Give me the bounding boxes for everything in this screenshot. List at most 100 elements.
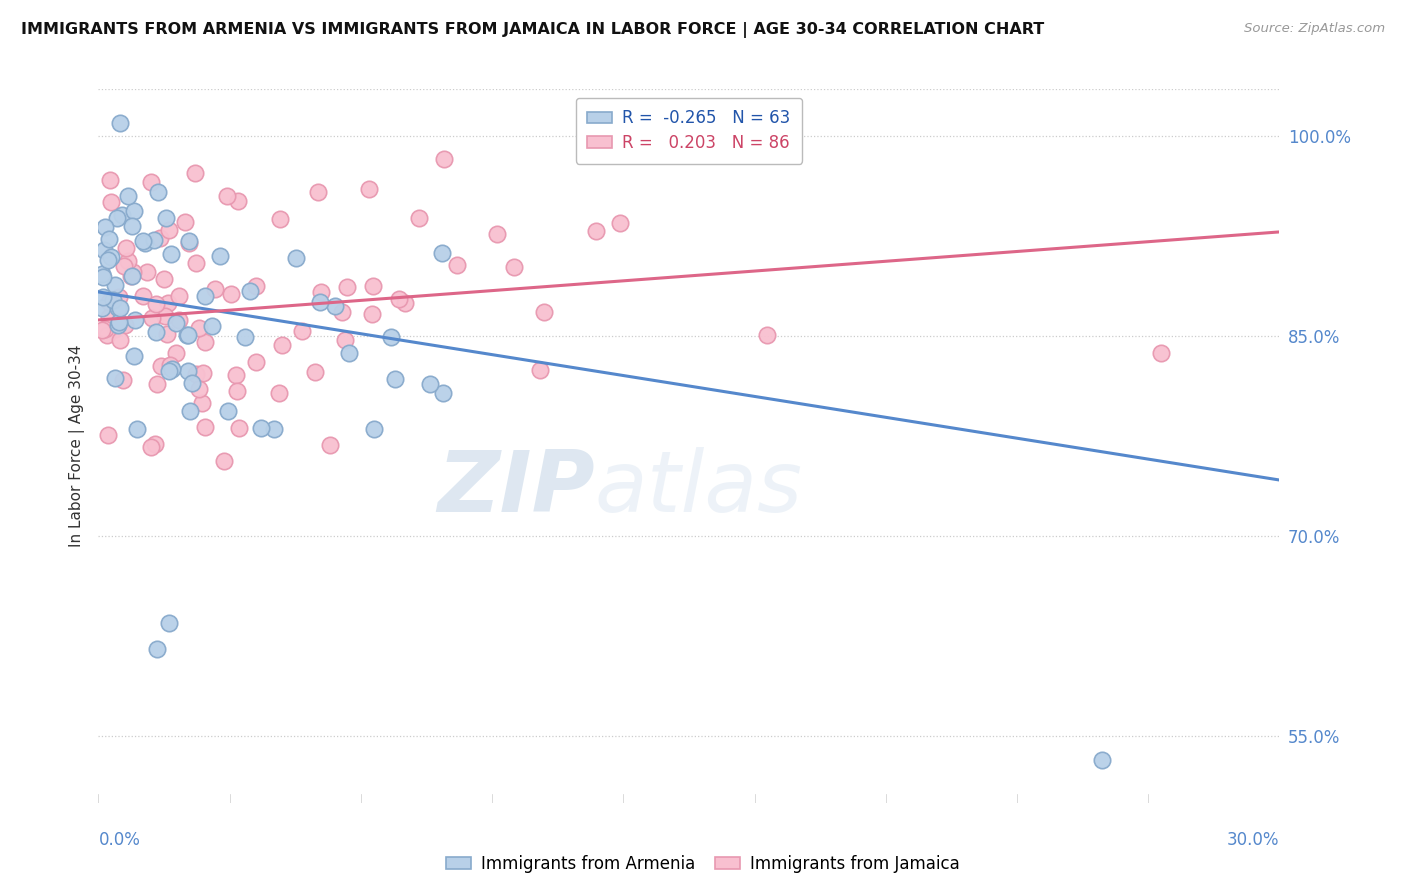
- Point: [127, 422, 149, 436]
- Point: [110, 115, 132, 129]
- Point: [309, 285, 332, 300]
- Point: [267, 386, 290, 401]
- Point: [91, 290, 114, 304]
- Point: [184, 367, 207, 381]
- Point: [108, 301, 131, 315]
- Point: [104, 370, 127, 384]
- Point: [263, 422, 285, 436]
- Point: [105, 211, 128, 226]
- Point: [97, 310, 120, 324]
- Point: [155, 327, 177, 342]
- Point: [388, 293, 411, 307]
- Point: [134, 235, 156, 250]
- Point: [432, 385, 454, 400]
- Point: [153, 272, 176, 286]
- Point: [212, 454, 235, 468]
- Point: [145, 326, 167, 340]
- Point: [155, 211, 177, 225]
- Point: [323, 300, 346, 314]
- Point: [359, 182, 381, 196]
- Point: [269, 211, 291, 226]
- Point: [146, 377, 169, 392]
- Point: [121, 265, 143, 279]
- Point: [307, 185, 329, 199]
- Point: [270, 338, 292, 352]
- Point: [245, 278, 267, 293]
- Point: [165, 345, 187, 359]
- Point: [100, 195, 122, 210]
- Point: [159, 358, 181, 372]
- Point: [184, 166, 207, 180]
- Point: [148, 185, 170, 199]
- Point: [177, 236, 200, 251]
- Point: [94, 322, 117, 336]
- Point: [131, 289, 153, 303]
- Point: [114, 318, 136, 332]
- Point: [228, 421, 250, 435]
- Point: [173, 215, 195, 229]
- Point: [188, 382, 211, 396]
- Point: [319, 438, 342, 452]
- Point: [167, 313, 190, 327]
- Point: [91, 301, 114, 315]
- Point: [187, 321, 209, 335]
- Point: [177, 234, 200, 248]
- Point: [245, 355, 267, 369]
- Point: [98, 173, 121, 187]
- Point: [239, 284, 262, 298]
- Point: [143, 437, 166, 451]
- Y-axis label: In Labor Force | Age 30-34: In Labor Force | Age 30-34: [69, 344, 84, 548]
- Point: [146, 642, 169, 657]
- Point: [201, 318, 224, 333]
- Point: [194, 335, 217, 350]
- Point: [157, 223, 180, 237]
- Point: [177, 328, 200, 343]
- Point: [432, 152, 454, 166]
- Point: [333, 333, 356, 347]
- Point: [136, 265, 159, 279]
- Point: [159, 364, 181, 378]
- Point: [191, 366, 214, 380]
- Point: [124, 313, 146, 327]
- Point: [191, 396, 214, 410]
- Text: atlas: atlas: [595, 447, 803, 531]
- Point: [225, 368, 247, 383]
- Point: [291, 324, 314, 338]
- Point: [107, 318, 129, 333]
- Point: [91, 267, 114, 281]
- Point: [177, 364, 200, 378]
- Point: [614, 138, 637, 153]
- Point: [117, 189, 139, 203]
- Point: [93, 243, 115, 257]
- Point: [165, 316, 187, 330]
- Point: [337, 346, 360, 360]
- Point: [225, 384, 247, 398]
- Point: [179, 403, 201, 417]
- Point: [100, 250, 122, 264]
- Point: [309, 294, 332, 309]
- Point: [141, 175, 163, 189]
- Point: [120, 269, 142, 284]
- Point: [184, 255, 207, 269]
- Point: [169, 289, 191, 303]
- Text: Source: ZipAtlas.com: Source: ZipAtlas.com: [1244, 22, 1385, 36]
- Point: [96, 428, 118, 442]
- Point: [176, 328, 198, 343]
- Point: [756, 327, 779, 342]
- Point: [91, 323, 114, 337]
- Point: [104, 322, 127, 336]
- Point: [180, 376, 202, 390]
- Point: [104, 277, 127, 292]
- Point: [122, 349, 145, 363]
- Point: [304, 365, 326, 379]
- Point: [446, 259, 468, 273]
- Point: [115, 241, 138, 255]
- Point: [160, 362, 183, 376]
- Point: [503, 260, 526, 274]
- Point: [208, 249, 231, 263]
- Point: [430, 246, 453, 260]
- Point: [361, 307, 384, 321]
- Point: [157, 295, 180, 310]
- Point: [380, 330, 402, 344]
- Point: [98, 295, 121, 310]
